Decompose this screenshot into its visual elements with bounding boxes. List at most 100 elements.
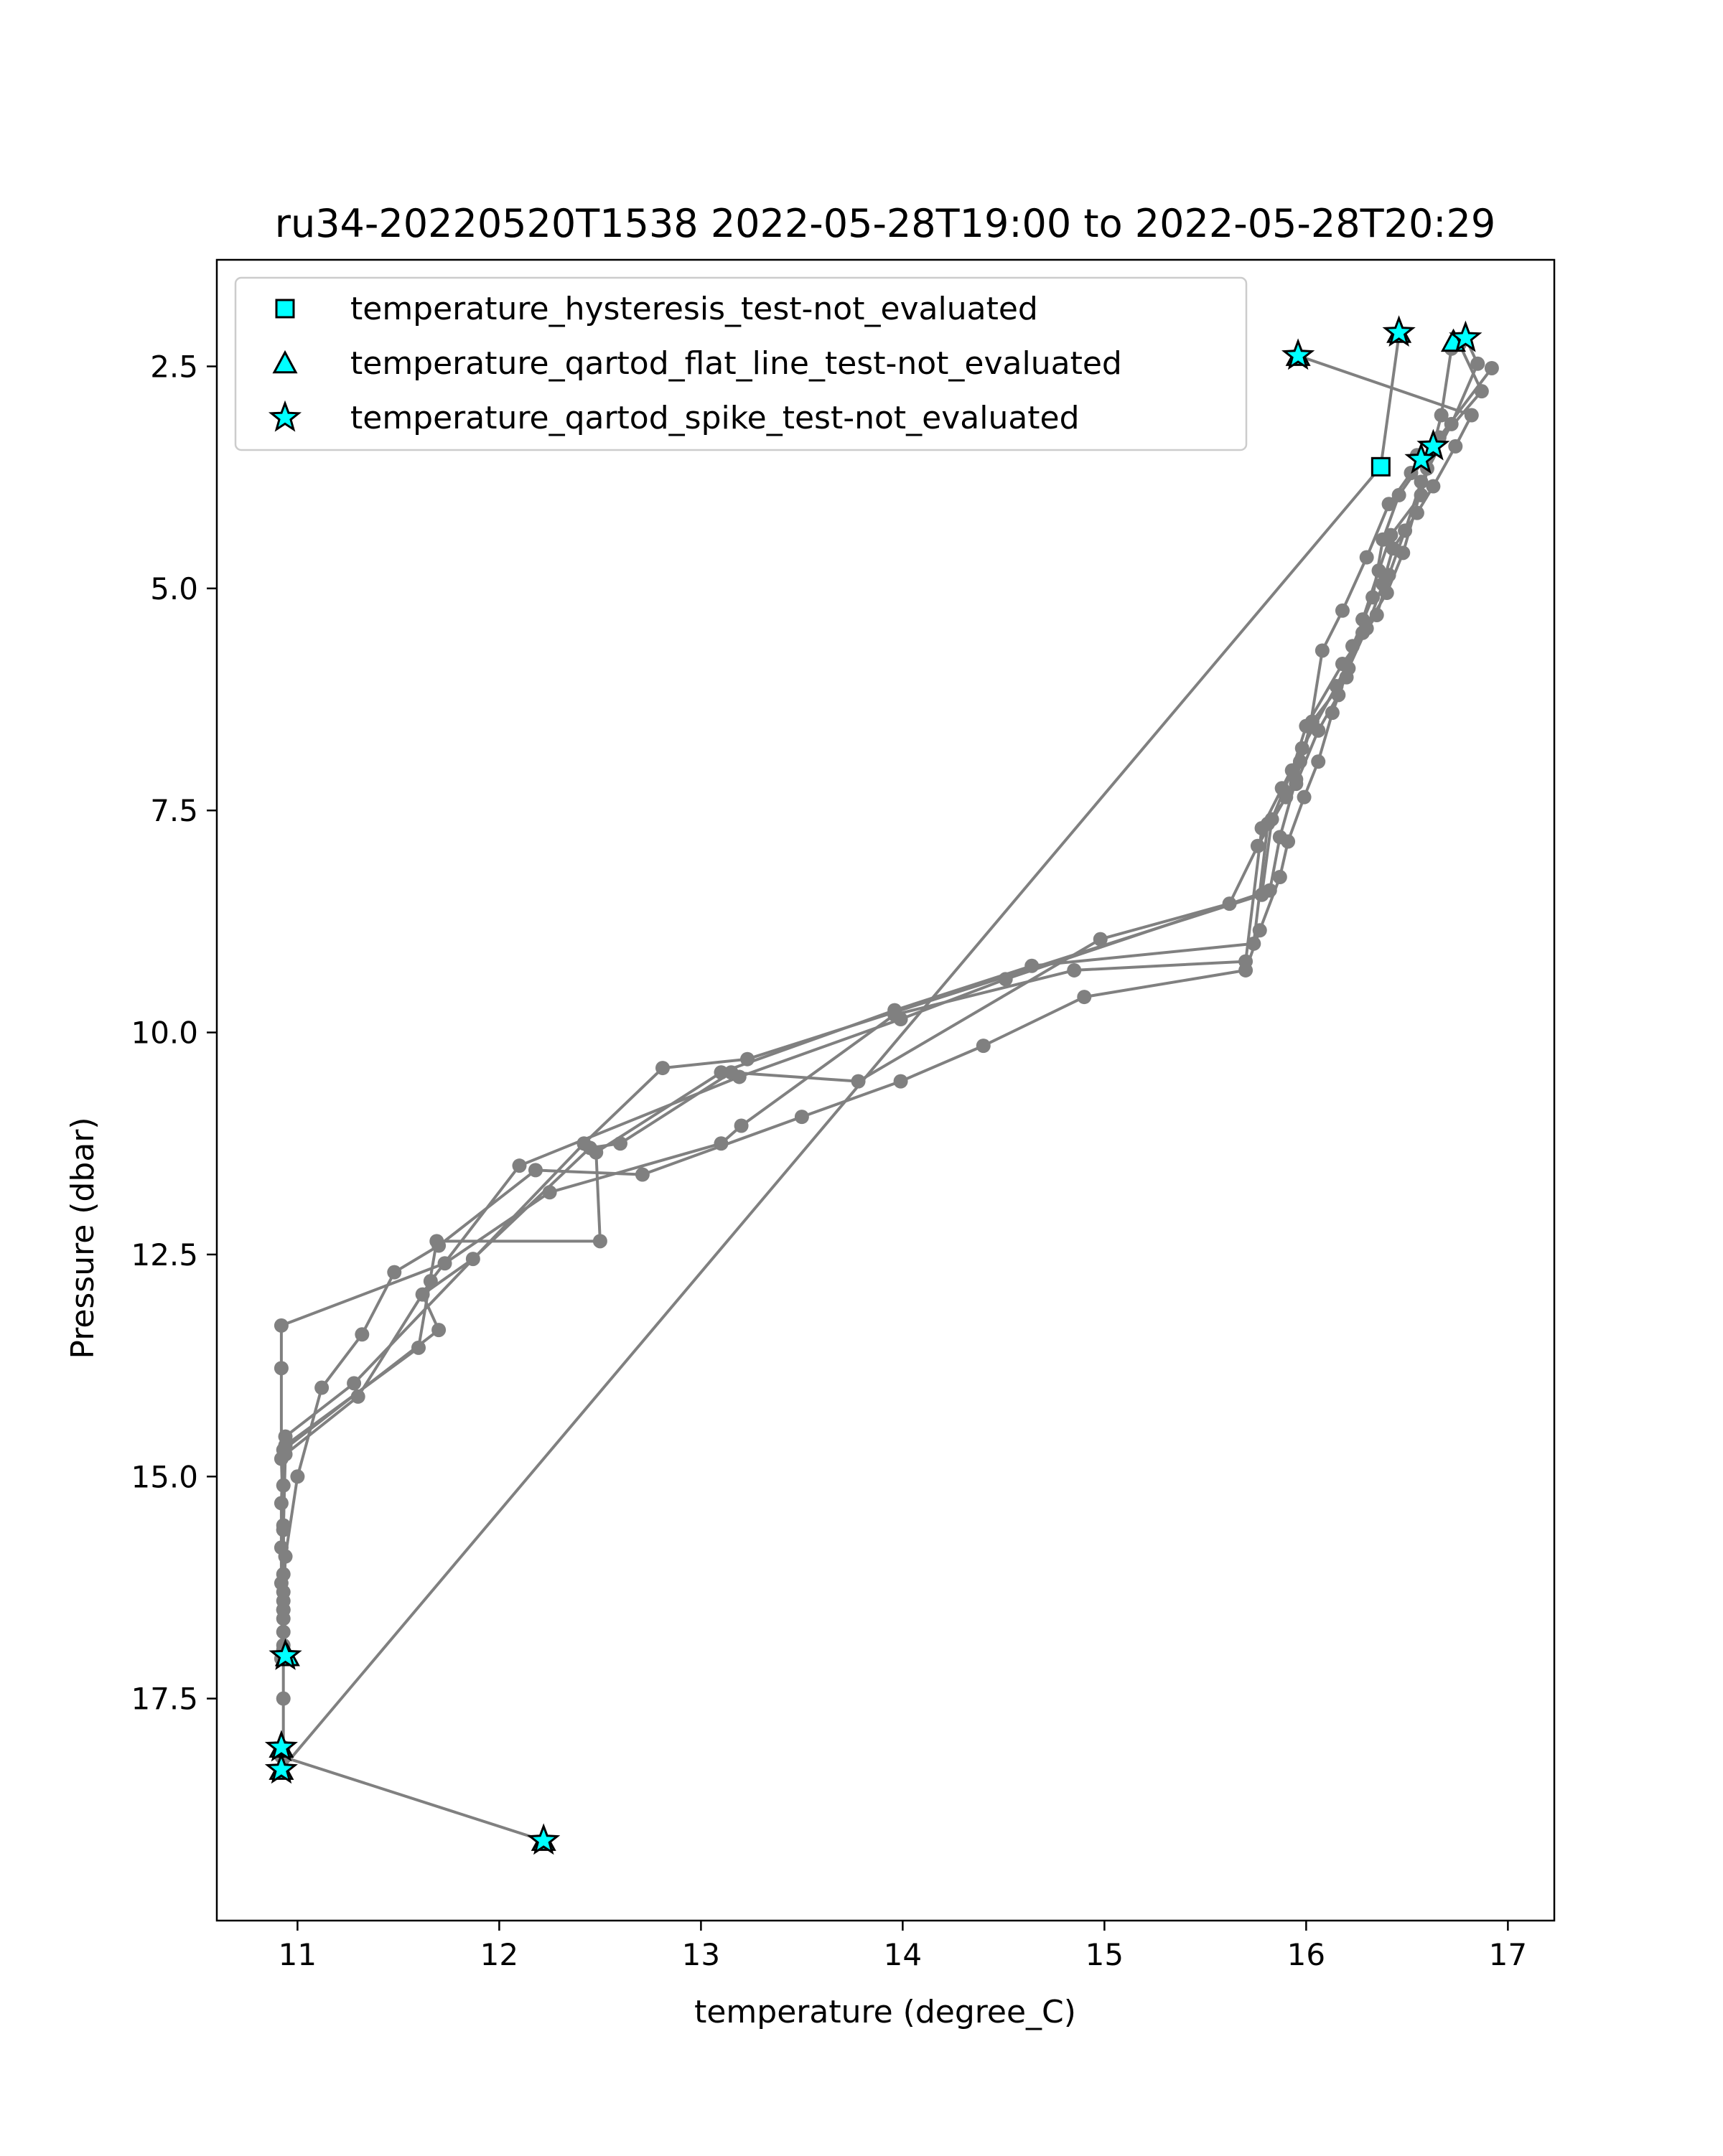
data-point <box>714 1065 729 1080</box>
data-point <box>1383 528 1399 543</box>
data-point <box>437 1256 452 1271</box>
data-point <box>542 1185 557 1200</box>
y-tick-label: 2.5 <box>150 349 198 384</box>
data-point <box>347 1376 362 1391</box>
data-point <box>1254 820 1269 835</box>
data-point <box>976 1039 991 1054</box>
star-flag-marker <box>264 1752 298 1784</box>
data-point <box>276 1602 291 1617</box>
star-flag-marker <box>269 1638 302 1670</box>
y-axis-label: Pressure (dbar) <box>65 1117 101 1359</box>
y-tick-label: 7.5 <box>150 793 198 828</box>
data-point <box>1329 678 1344 693</box>
star-flag-marker <box>1416 428 1450 461</box>
data-point <box>1484 360 1499 375</box>
data-point <box>314 1380 330 1395</box>
profile-line <box>281 348 1453 1654</box>
data-point <box>794 1110 809 1125</box>
data-point <box>1272 830 1287 845</box>
data-point <box>355 1327 370 1342</box>
data-point <box>431 1323 447 1338</box>
data-point <box>1396 545 1411 561</box>
data-point <box>1315 643 1330 658</box>
data-point <box>274 1318 289 1333</box>
flag-layer <box>264 315 1482 1855</box>
data-point <box>276 1691 291 1706</box>
data-point <box>732 1069 747 1084</box>
x-tick-label: 11 <box>279 1937 317 1972</box>
data-point <box>592 1234 607 1249</box>
square-flag-marker <box>1371 456 1391 477</box>
y-tick-label: 15.0 <box>131 1459 198 1494</box>
x-tick-label: 13 <box>682 1937 720 1972</box>
data-point <box>350 1389 365 1404</box>
data-point <box>1297 789 1312 805</box>
data-point <box>1335 603 1350 618</box>
data-point <box>1355 625 1371 640</box>
y-tick-label: 12.5 <box>131 1237 198 1272</box>
data-point <box>998 972 1013 987</box>
data-point <box>1294 741 1309 756</box>
x-tick-label: 14 <box>884 1937 922 1972</box>
y-tick-label: 17.5 <box>131 1682 198 1717</box>
legend-triangle-icon <box>272 350 298 374</box>
star-flag-marker <box>1449 320 1482 352</box>
plot-frame <box>215 258 1556 1922</box>
data-point <box>290 1469 305 1484</box>
data-point <box>1067 962 1082 978</box>
x-tick-label: 16 <box>1287 1937 1325 1972</box>
legend-square-icon <box>275 299 295 319</box>
data-point <box>1381 497 1396 512</box>
y-tick-label: 10.0 <box>131 1016 198 1051</box>
data-point <box>1379 586 1394 601</box>
data-point <box>714 1136 729 1151</box>
data-point <box>512 1158 527 1173</box>
data-point <box>1355 612 1371 627</box>
data-point <box>887 1007 902 1022</box>
star-flag-marker <box>1404 442 1438 474</box>
data-point <box>1426 479 1441 494</box>
data-point <box>274 1540 289 1555</box>
series-layer <box>274 328 1499 1848</box>
x-axis-ticks: 11 12 13 14 15 16 17 <box>279 1921 1527 1972</box>
legend-label: temperature_qartod_spike_test-not_evalua… <box>350 400 1080 436</box>
star-flag-marker <box>1281 338 1315 370</box>
data-point <box>589 1145 604 1160</box>
data-point <box>655 1061 670 1076</box>
data-point <box>411 1340 426 1355</box>
x-tick-label: 12 <box>480 1937 518 1972</box>
data-point <box>274 1361 289 1376</box>
chart-title: ru34-20220520T1538 2022-05-28T19:00 to 2… <box>275 201 1495 246</box>
x-tick-label: 17 <box>1489 1937 1527 1972</box>
legend-entries: temperature_hysteresis_test-not_evaluate… <box>268 291 1122 436</box>
data-point <box>1272 870 1287 885</box>
data-point <box>1359 550 1374 565</box>
data-point <box>1434 408 1449 423</box>
data-point <box>1371 563 1386 578</box>
star-flag-marker <box>527 1823 561 1855</box>
data-point <box>276 1518 291 1533</box>
y-axis-ticks: 2.5 5.0 7.5 10.0 12.5 15.0 17.5 <box>131 349 217 1717</box>
data-point <box>1464 408 1479 423</box>
data-point <box>635 1167 650 1182</box>
data-point <box>387 1265 402 1280</box>
legend-star-icon <box>268 400 302 432</box>
data-point <box>1369 607 1384 622</box>
data-point <box>1289 772 1304 787</box>
data-point <box>1238 954 1253 969</box>
data-point <box>1448 439 1463 454</box>
data-point <box>423 1274 438 1289</box>
data-point <box>1274 781 1289 796</box>
profile-line <box>279 454 1429 1653</box>
data-point <box>1262 883 1277 898</box>
legend-label: temperature_hysteresis_test-not_evaluate… <box>350 291 1038 327</box>
data-point <box>528 1163 543 1178</box>
data-point <box>893 1074 908 1089</box>
x-axis-label: temperature (degree_C) <box>694 1994 1076 2030</box>
legend: temperature_hysteresis_test-not_evaluate… <box>234 276 1248 451</box>
legend-box <box>234 276 1248 451</box>
data-point <box>1391 487 1406 502</box>
data-point <box>1470 356 1485 371</box>
